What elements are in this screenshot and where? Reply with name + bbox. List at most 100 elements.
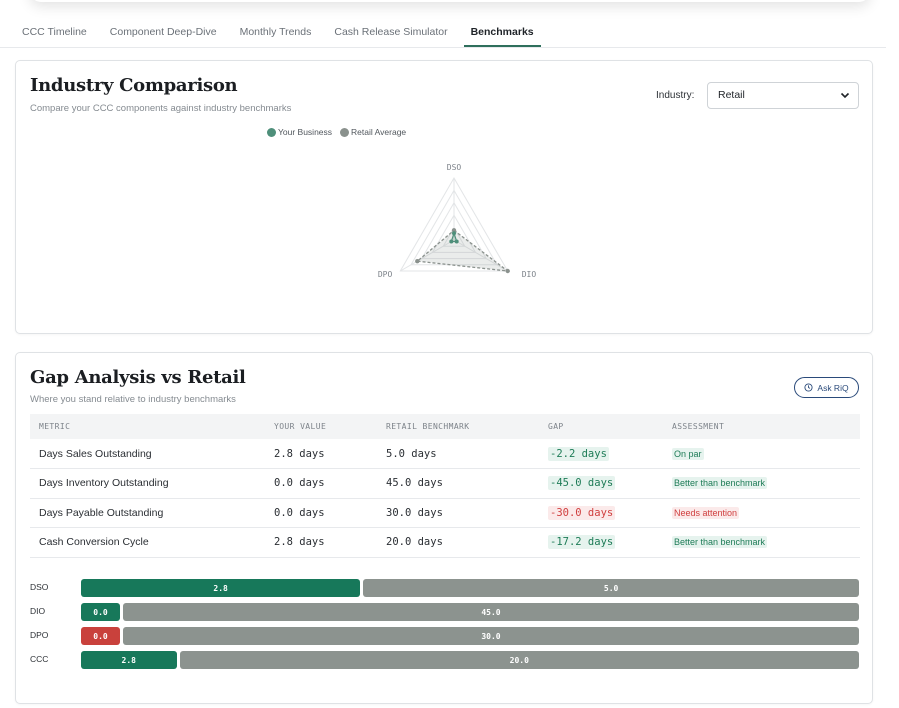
assessment-badge: On par	[672, 447, 704, 460]
bar-your-value: 2.8	[81, 651, 177, 669]
radar-chart: DSO DIO DPO	[378, 163, 537, 279]
radar-point-your-business	[449, 239, 454, 244]
tab-cash-release-simulator[interactable]: Cash Release Simulator	[334, 26, 448, 38]
gap-value: -17.2 days	[548, 535, 616, 550]
bar-label: DSO	[30, 582, 49, 592]
benchmark-cell: 45.0 days	[377, 468, 539, 499]
column-header-metric: METRIC	[30, 414, 265, 439]
bar-row-dio: DIO 0.0 45.0	[16, 603, 874, 621]
bar-your-value: 2.8	[81, 579, 361, 597]
gap-analysis-title: Gap Analysis vs Retail	[30, 367, 246, 388]
bar-row-dpo: DPO 0.0 30.0	[16, 627, 874, 645]
legend-your-business[interactable]: Your Business	[267, 127, 332, 137]
benchmark-cell: 20.0 days	[377, 527, 539, 558]
bar-benchmark-value: 30.0	[123, 627, 859, 645]
assessment-badge: Better than benchmark	[672, 477, 768, 490]
bar-label: DPO	[30, 630, 49, 640]
radar-point-retail-average	[415, 258, 420, 264]
legend-dot-retail-average	[340, 127, 350, 137]
column-header-gap: GAP	[539, 414, 663, 439]
benchmark-cell: 5.0 days	[377, 439, 539, 469]
tab-monthly-trends[interactable]: Monthly Trends	[239, 26, 312, 38]
bar-benchmark-value: 20.0	[179, 651, 859, 669]
gap-value: -45.0 days	[548, 476, 616, 491]
radar-point-your-business	[452, 231, 456, 236]
radar-axis-label-dpo: DPO	[378, 270, 393, 279]
your-value-cell: 0.0 days	[265, 498, 377, 528]
metric-cell: Days Sales Outstanding	[30, 439, 265, 469]
radar-axis-line	[453, 239, 508, 272]
gap-cell: -45.0 days	[539, 468, 663, 499]
assessment-badge: Better than benchmark	[672, 536, 768, 549]
metric-cell: Days Inventory Outstanding	[30, 468, 265, 499]
radar-grid-ring	[431, 214, 477, 253]
radar-series-retail-average	[415, 229, 510, 272]
gap-cell: -2.2 days	[539, 439, 663, 469]
assessment-cell: Needs attention	[663, 498, 860, 528]
gap-analysis-table: METRIC YOUR VALUE RETAIL BENCHMARK GAP A…	[30, 414, 860, 558]
ask-riq-label: Ask RiQ	[817, 382, 849, 393]
bar-benchmark-value: 5.0	[363, 579, 859, 597]
tab-bar: CCC Timeline Component Deep-Dive Monthly…	[0, 18, 886, 48]
metric-cell: Days Payable Outstanding	[30, 498, 265, 528]
bar-your-value: 0.0	[81, 627, 120, 645]
table-row: Days Sales Outstanding 2.8 days 5.0 days…	[30, 439, 860, 469]
column-header-assessment: ASSESSMENT	[663, 414, 860, 439]
industry-select-value: Retail	[718, 89, 745, 101]
tab-ccc-timeline[interactable]: CCC Timeline	[22, 26, 87, 38]
clock-icon	[804, 383, 813, 392]
column-header-benchmark: RETAIL BENCHMARK	[377, 414, 539, 439]
radar-axis-label-dio: DIO	[522, 270, 537, 279]
your-value-cell: 2.8 days	[265, 439, 377, 469]
assessment-cell: On par	[663, 439, 860, 469]
industry-comparison-subtitle: Compare your CCC components against indu…	[30, 103, 292, 114]
industry-comparison-title: Industry Comparison	[30, 75, 238, 96]
radar-legend: Your Business Retail Average	[267, 127, 414, 137]
table-row: Days Inventory Outstanding 0.0 days 45.0…	[30, 468, 860, 499]
chevron-down-icon	[840, 92, 850, 99]
table-header-row: METRIC YOUR VALUE RETAIL BENCHMARK GAP A…	[30, 414, 860, 439]
benchmark-cell: 30.0 days	[377, 498, 539, 528]
legend-retail-average[interactable]: Retail Average	[340, 127, 406, 137]
bar-your-value: 0.0	[81, 603, 120, 621]
your-value-cell: 2.8 days	[265, 527, 377, 558]
industry-select[interactable]: Retail	[707, 82, 859, 109]
tab-component-deep-dive[interactable]: Component Deep-Dive	[109, 26, 217, 38]
table-row: Days Payable Outstanding 0.0 days 30.0 d…	[30, 498, 860, 528]
ask-riq-button[interactable]: Ask RiQ	[794, 377, 859, 398]
legend-label-your-business: Your Business	[278, 127, 333, 137]
bar-benchmark-value: 45.0	[123, 603, 859, 621]
tab-benchmarks[interactable]: Benchmarks	[463, 18, 541, 47]
bar-row-ccc: CCC 2.8 20.0	[16, 651, 874, 669]
bar-label: DIO	[30, 606, 46, 616]
table-row: Cash Conversion Cycle 2.8 days 20.0 days…	[30, 527, 860, 558]
bar-label: CCC	[30, 654, 49, 664]
assessment-cell: Better than benchmark	[663, 527, 860, 558]
radar-grid-ring	[399, 176, 509, 272]
your-value-cell: 0.0 days	[265, 468, 377, 499]
radar-point-retail-average	[451, 228, 457, 233]
gap-cell: -17.2 days	[539, 527, 663, 558]
radar-series-your-business	[450, 231, 458, 243]
industry-comparison-card: Industry Comparison Compare your CCC com…	[15, 60, 873, 334]
radar-axis-label-dso: DSO	[447, 163, 462, 172]
assessment-badge: Needs attention	[672, 506, 740, 519]
gap-cell: -30.0 days	[539, 498, 663, 528]
radar-point-your-business	[454, 239, 459, 244]
gap-value: -30.0 days	[548, 505, 616, 520]
radar-grid-ring	[442, 226, 466, 247]
bar-row-dso: DSO 2.8 5.0	[16, 579, 874, 597]
industry-label: Industry:	[656, 90, 695, 101]
gap-value: -2.2 days	[548, 446, 609, 461]
assessment-cell: Better than benchmark	[663, 468, 860, 499]
gap-analysis-subtitle: Where you stand relative to industry ben…	[30, 394, 236, 405]
radar-axis-line	[400, 239, 455, 272]
gap-analysis-card: Gap Analysis vs Retail Where you stand r…	[15, 352, 873, 704]
column-header-your-value: YOUR VALUE	[265, 414, 377, 439]
metric-cell: Cash Conversion Cycle	[30, 527, 265, 558]
top-panel-shadow	[30, 0, 870, 2]
legend-dot-your-business	[267, 127, 276, 137]
legend-label-retail-average: Retail Average	[351, 127, 407, 137]
radar-point-retail-average	[505, 268, 510, 274]
radar-grid-ring	[420, 201, 488, 260]
